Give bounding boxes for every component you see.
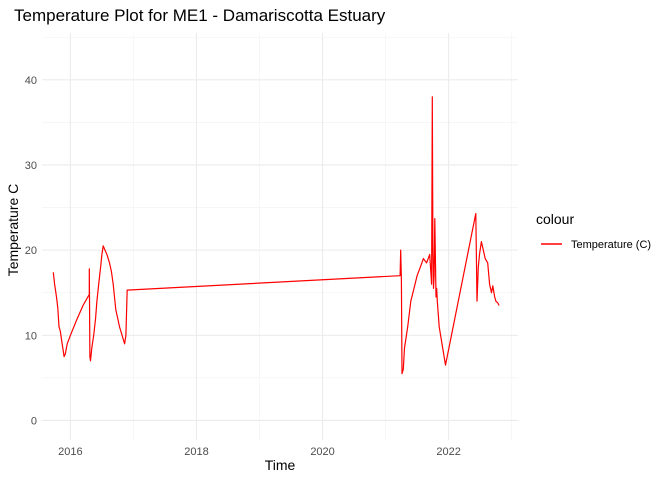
- y-tick-label: 0: [31, 415, 37, 427]
- y-tick-labels: 0 10 20 30 40: [25, 75, 37, 428]
- y-axis-label: Temperature C: [5, 184, 21, 277]
- x-tick-labels: 2016 2018 2020 2022: [58, 446, 461, 458]
- chart-title: Temperature Plot for ME1 - Damariscotta …: [14, 6, 386, 25]
- x-axis-label: Time: [265, 457, 296, 473]
- grid-minor: [42, 33, 518, 440]
- y-tick-label: 40: [25, 75, 37, 87]
- grid-major: [42, 33, 518, 440]
- y-tick-label: 10: [25, 330, 37, 342]
- x-tick-label: 2022: [436, 446, 460, 458]
- y-tick-label: 30: [25, 160, 37, 172]
- series-layer: [52, 96, 500, 375]
- y-tick-label: 20: [25, 245, 37, 257]
- x-tick-label: 2018: [184, 446, 208, 458]
- legend-title: colour: [536, 211, 574, 227]
- x-tick-label: 2020: [310, 446, 334, 458]
- series-line-temperature: [52, 96, 500, 375]
- legend-entry-label: Temperature (C): [571, 239, 651, 251]
- x-tick-label: 2016: [58, 446, 82, 458]
- legend: colour Temperature (C): [536, 211, 651, 251]
